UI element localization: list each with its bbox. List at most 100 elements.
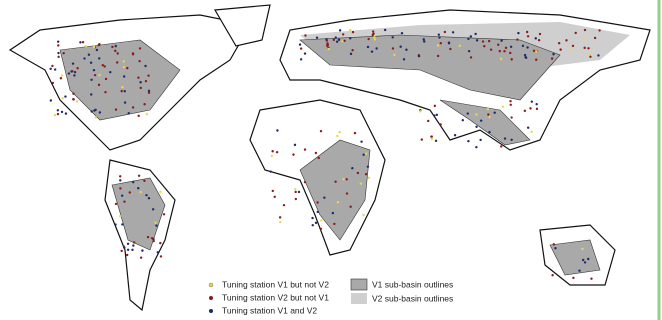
station-dot xyxy=(497,43,500,46)
station-dot xyxy=(122,75,126,78)
station-dot xyxy=(375,47,378,50)
station-dot xyxy=(127,111,130,115)
station-dot xyxy=(155,224,158,227)
station-dot xyxy=(593,36,597,40)
station-dot xyxy=(146,235,150,239)
station-dot xyxy=(439,123,442,126)
station-dot xyxy=(351,30,355,34)
station-dot xyxy=(147,91,151,94)
station-dot xyxy=(430,137,434,141)
station-dot xyxy=(90,78,93,82)
station-dot xyxy=(59,77,63,80)
station-dot xyxy=(333,222,336,226)
station-dot xyxy=(144,79,148,83)
basin-v1 xyxy=(299,139,371,241)
station-dot xyxy=(353,131,357,135)
station-dot xyxy=(152,239,155,243)
station-dot xyxy=(336,134,339,138)
station-dot xyxy=(162,213,166,216)
station-dot xyxy=(359,182,363,185)
station-dot xyxy=(315,36,319,39)
station-dot xyxy=(437,33,441,36)
station-dot xyxy=(500,145,503,148)
station-dot xyxy=(427,119,430,123)
station-dot xyxy=(73,74,76,77)
station-dot xyxy=(294,190,297,194)
station-dot xyxy=(400,31,404,35)
station-dot xyxy=(119,175,122,178)
station-dot xyxy=(111,45,114,49)
sub-basins xyxy=(59,22,630,276)
station-dot xyxy=(583,37,586,41)
station-dot xyxy=(474,32,477,36)
station-dot xyxy=(81,41,85,44)
station-dot xyxy=(73,70,77,74)
legend-marker xyxy=(209,309,213,313)
station-dot xyxy=(345,192,349,195)
station-dot xyxy=(530,130,533,134)
station-dot xyxy=(297,190,301,194)
legend-label: V2 sub-basin outlines xyxy=(372,293,453,303)
station-dot xyxy=(436,44,440,47)
station-dot xyxy=(565,39,568,42)
station-dot xyxy=(147,89,151,93)
station-dot xyxy=(371,30,375,33)
station-dot xyxy=(323,196,326,199)
station-dot xyxy=(535,102,538,106)
station-dot xyxy=(364,173,368,176)
station-dot xyxy=(430,135,433,138)
station-dot xyxy=(64,95,67,98)
station-dot xyxy=(275,150,279,154)
station-dot xyxy=(453,134,457,137)
basin-v1 xyxy=(549,239,601,276)
station-dot xyxy=(447,42,451,45)
station-dot xyxy=(479,138,482,142)
station-dot xyxy=(420,138,424,141)
station-dot xyxy=(57,51,60,55)
station-dot xyxy=(524,55,527,59)
station-dot xyxy=(509,103,512,106)
station-dot xyxy=(500,39,503,42)
station-dot xyxy=(114,202,118,206)
station-dot xyxy=(530,100,534,103)
station-dot xyxy=(72,97,75,101)
station-dot xyxy=(535,58,538,61)
station-dot xyxy=(343,39,346,43)
station-dot xyxy=(360,140,363,143)
station-dot xyxy=(114,108,118,111)
station-dot xyxy=(529,107,532,110)
stations xyxy=(49,28,601,280)
station-dot xyxy=(101,63,104,67)
station-dot xyxy=(119,187,122,190)
station-dot xyxy=(509,100,512,103)
station-dot xyxy=(270,154,274,158)
station-dot xyxy=(326,43,329,47)
station-dot xyxy=(269,170,272,173)
station-dot xyxy=(583,28,587,32)
station-dot xyxy=(336,201,340,204)
station-dot xyxy=(335,40,339,43)
station-dot xyxy=(438,36,441,39)
station-dot xyxy=(342,177,345,181)
station-dot xyxy=(316,201,319,204)
station-dot xyxy=(303,180,307,184)
station-dot xyxy=(103,65,106,68)
station-dot xyxy=(104,90,107,94)
station-dot xyxy=(139,81,142,84)
station-dot xyxy=(525,30,529,34)
station-dot xyxy=(589,55,592,59)
station-dot xyxy=(559,48,562,51)
station-dot xyxy=(571,44,575,48)
station-dot xyxy=(373,36,376,39)
station-dot xyxy=(367,37,370,41)
station-dot xyxy=(449,47,452,51)
station-dot xyxy=(273,195,276,198)
station-dot xyxy=(150,236,154,240)
station-dot xyxy=(572,276,575,280)
station-dot xyxy=(334,180,337,183)
station-dot xyxy=(299,47,303,50)
station-dot xyxy=(119,214,122,218)
station-dot xyxy=(419,110,422,113)
station-dot xyxy=(92,44,96,48)
station-dot xyxy=(304,34,307,37)
